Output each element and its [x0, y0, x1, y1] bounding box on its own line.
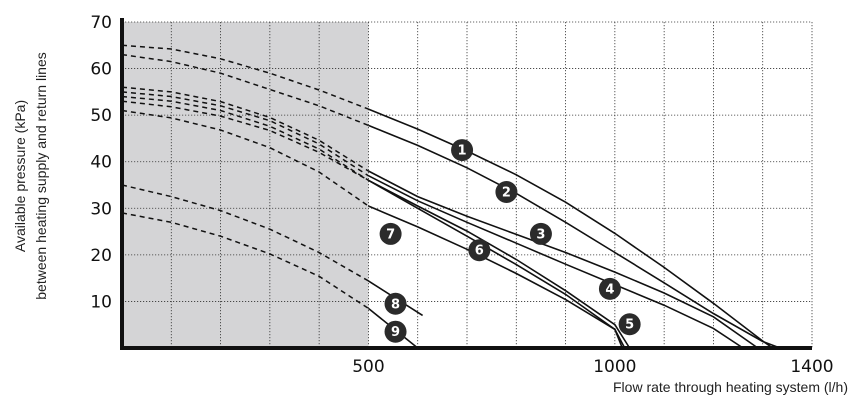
shaded-region — [122, 22, 369, 348]
y-axis-label-line-1: Available pressure (kPa) — [12, 100, 28, 252]
curve-marker-3 — [529, 222, 552, 245]
axes — [120, 18, 812, 350]
y-tick-label-70: 70 — [90, 13, 112, 33]
curve-marker-label-8: 8 — [391, 297, 400, 312]
curve-marker-9 — [384, 320, 407, 343]
curve-markers: 1 2 3 4 5 6 7 8 9 — [379, 139, 641, 343]
curve-2-dashed — [121, 53, 369, 127]
x-tick-label-1400: 1400 — [790, 357, 833, 377]
y-tick-label-10: 10 — [90, 292, 112, 312]
curve-marker-label-1: 1 — [458, 144, 467, 159]
curve-marker-label-6: 6 — [475, 244, 484, 259]
grid — [122, 21, 813, 348]
y-tick-label-60: 60 — [90, 60, 112, 80]
x-tick-label-500: 500 — [352, 357, 384, 377]
curve-marker-2 — [495, 180, 518, 203]
y-tick-label-20: 20 — [90, 246, 112, 266]
curve-marker-label-5: 5 — [625, 318, 634, 333]
y-axis-label-line-2: between heating supply and return lines — [33, 52, 49, 300]
curve-marker-5 — [618, 313, 641, 336]
curve-marker-6 — [468, 239, 491, 262]
curve-6-solid — [368, 179, 624, 349]
curve-1-solid — [368, 108, 774, 349]
curve-5-solid — [368, 179, 631, 349]
y-tick-label-50: 50 — [90, 106, 112, 126]
y-tick-label-30: 30 — [90, 199, 112, 219]
curve-marker-label-2: 2 — [502, 185, 511, 200]
curve-1-dashed — [121, 44, 369, 110]
curve-marker-label-7: 7 — [386, 227, 395, 242]
curve-marker-4 — [598, 277, 621, 300]
curve-marker-label-4: 4 — [605, 282, 614, 297]
x-tick-labels: 500 1000 1400 — [352, 357, 833, 377]
curve-marker-label-3: 3 — [536, 227, 545, 242]
y-tick-label-40: 40 — [90, 153, 112, 173]
curve-3-solid — [368, 170, 759, 349]
y-tick-labels: 10 20 30 40 50 60 70 — [90, 13, 112, 312]
curve-marker-8 — [384, 292, 407, 315]
curve-marker-label-9: 9 — [391, 325, 400, 340]
x-axis-label: Flow rate through heating system (l/h) — [613, 379, 848, 395]
curve-4-solid — [368, 174, 744, 349]
curve-marker-7 — [379, 222, 402, 245]
curve-7-dashed — [121, 109, 369, 207]
curve-marker-1 — [451, 139, 474, 162]
curves — [121, 44, 781, 349]
curve-9-dashed — [121, 212, 369, 310]
x-tick-label-1000: 1000 — [593, 357, 636, 377]
curve-2-solid — [368, 124, 781, 349]
curve-7-solid — [368, 205, 626, 349]
curve-8-dashed — [121, 184, 369, 282]
